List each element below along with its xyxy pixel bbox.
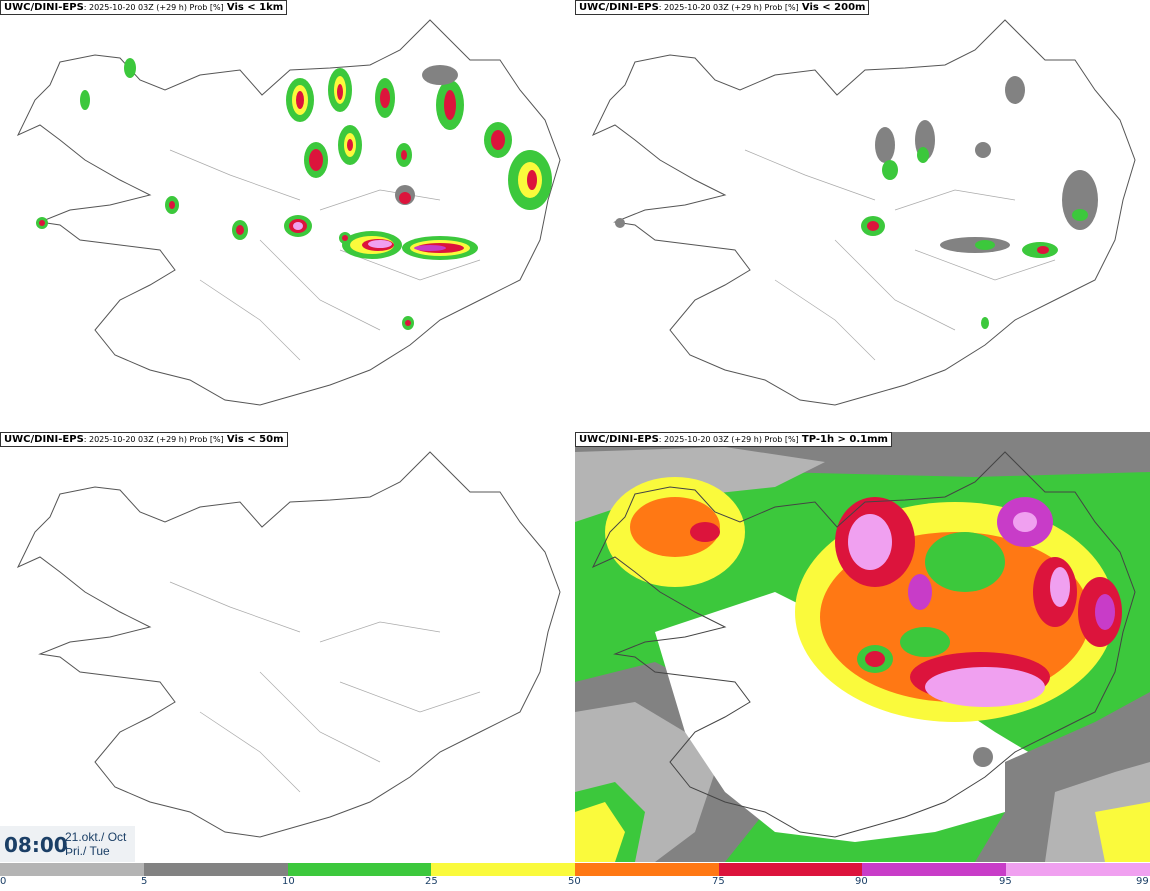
map-panel-vis-1km: UWC/DINI-EPS: 2025-10-20 03Z (+29 h) Pro… — [0, 0, 575, 430]
colorbar-seg-7 — [1006, 863, 1150, 876]
panel-title: UWC/DINI-EPS: 2025-10-20 03Z (+29 h) Pro… — [575, 0, 870, 15]
colorbar-seg-2 — [288, 863, 431, 876]
colorbar-tick: 10 — [282, 876, 295, 887]
panel-title: UWC/DINI-EPS: 2025-10-20 03Z (+29 h) Pro… — [575, 432, 892, 447]
valid-date-line2: Þri./ Tue — [65, 844, 110, 858]
valid-date: 21.okt./ Oct Þri./ Tue — [65, 830, 126, 858]
colorbar-tick: 95 — [999, 876, 1012, 887]
prob-blobs — [36, 58, 552, 330]
panel-title: UWC/DINI-EPS: 2025-10-20 03Z (+29 h) Pro… — [0, 432, 288, 447]
map-vis-50m — [16, 451, 561, 838]
valid-time: 08:00 — [4, 833, 68, 857]
map-tp-1h — [575, 432, 1150, 862]
colorbar-tick: 90 — [855, 876, 868, 887]
colorbar-tick: 75 — [712, 876, 725, 887]
colorbar-seg-0 — [0, 863, 144, 876]
map-vis-200m — [591, 19, 1136, 406]
valid-time-box: 08:00 21.okt./ Oct Þri./ Tue — [0, 826, 135, 862]
map-panel-vis-50m: UWC/DINI-EPS: 2025-10-20 03Z (+29 h) Pro… — [0, 432, 575, 862]
colorbar-tick: 0 — [0, 876, 7, 887]
colorbar-tick: 25 — [425, 876, 438, 887]
colorbar-tick: 50 — [568, 876, 581, 887]
map-panel-tp-1h: UWC/DINI-EPS: 2025-10-20 03Z (+29 h) Pro… — [575, 432, 1150, 862]
colorbar-seg-6 — [862, 863, 1006, 876]
map-panel-vis-200m: UWC/DINI-EPS: 2025-10-20 03Z (+29 h) Pro… — [575, 0, 1150, 430]
colorbar-tick: 5 — [141, 876, 148, 887]
colorbar-seg-3 — [431, 863, 575, 876]
prob-blobs — [615, 76, 1098, 329]
colorbar-seg-1 — [144, 863, 288, 876]
map-vis-1km — [16, 19, 561, 406]
colorbar-tick: 99 — [1136, 876, 1149, 887]
colorbar: 0 5 10 25 50 75 90 95 99 — [0, 862, 1150, 891]
panel-title: UWC/DINI-EPS: 2025-10-20 03Z (+29 h) Pro… — [0, 0, 288, 15]
colorbar-seg-4 — [575, 863, 719, 876]
colorbar-seg-5 — [719, 863, 862, 876]
valid-date-line1: 21.okt./ Oct — [65, 830, 127, 844]
